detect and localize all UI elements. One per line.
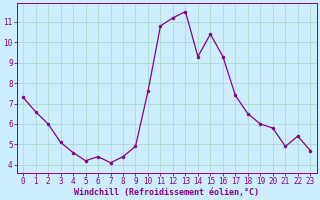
X-axis label: Windchill (Refroidissement éolien,°C): Windchill (Refroidissement éolien,°C) — [74, 188, 259, 197]
